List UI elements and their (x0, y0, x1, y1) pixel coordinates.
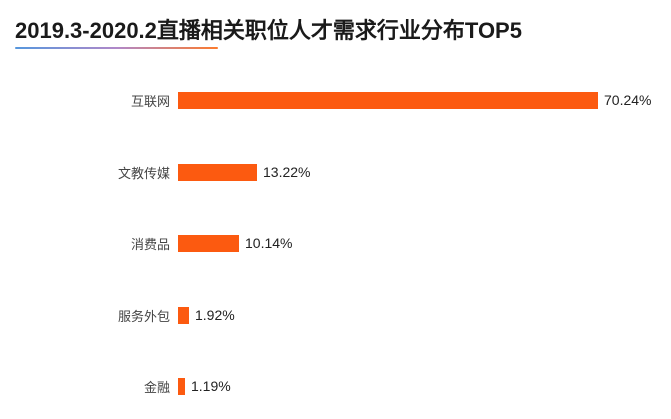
category-label: 金融 (143, 379, 170, 395)
category-label: 互联网 (130, 93, 170, 109)
bar-row: 文教传媒 13.22% (0, 163, 671, 181)
category-label: 服务外包 (117, 308, 170, 324)
bar (178, 234, 239, 252)
bar-row: 金融 1.19% (0, 377, 671, 395)
bar-row: 互联网 70.24% (0, 91, 671, 109)
chart-title: 2019.3-2020.2直播相关职位人才需求行业分布TOP5 (15, 18, 522, 43)
bar (178, 377, 185, 395)
bar-row: 消费品 10.14% (0, 234, 671, 252)
bar-row: 服务外包 1.92% (0, 306, 671, 324)
bar-chart: 互联网 70.24% 文教传媒 13.22% 消费品 10.14% 服务外包 1.92% 金融 1… (0, 60, 671, 419)
category-label: 消费品 (130, 236, 170, 252)
bar (178, 163, 257, 181)
value-label: 70.24% (604, 92, 652, 108)
value-label: 1.92% (195, 307, 235, 323)
bar (178, 306, 189, 324)
value-label: 13.22% (263, 164, 311, 180)
title-underline-rule (15, 47, 218, 49)
bar (178, 91, 598, 109)
value-label: 10.14% (245, 235, 293, 251)
category-label: 文教传媒 (117, 165, 170, 181)
value-label: 1.19% (191, 378, 231, 394)
